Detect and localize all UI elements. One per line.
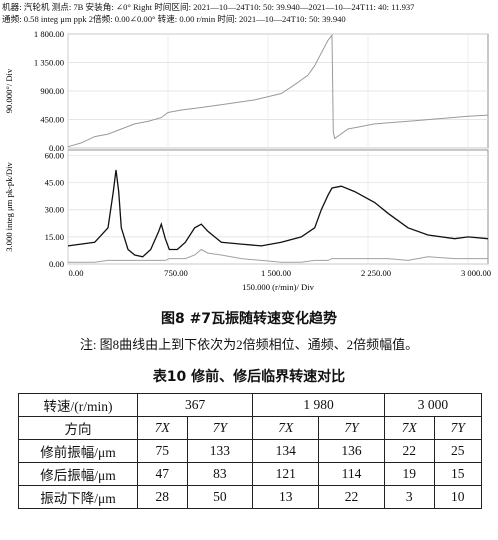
table-cell: 7Y [318,416,385,440]
table-cell: 83 [186,462,254,486]
header-line: 机器: 汽轮机 测点: 7B 安装角: ∠0° Right 时间区间: 2021… [2,2,415,12]
y-tick-label: 1 350.00 [34,58,64,68]
x-tick-label: 1 500.00 [261,268,291,278]
table-cell: 7X [252,416,320,440]
x-tick-label: 0.00 [68,268,83,278]
table-cell: 133 [186,439,254,463]
table-cell: 75 [137,439,188,463]
table-cell: 28 [137,485,188,509]
x-tick-label: 2 250.00 [361,268,391,278]
table-cell: 7X [137,416,188,440]
table-cell: 7X [383,416,435,440]
y-axis-title: 90.000°/ Div [4,68,14,113]
table-cell: 转速/(r/min) [18,393,138,417]
table-cell: 22 [318,485,385,509]
figure-caption: 图8 #7瓦振随转速变化趋势 [160,311,338,327]
y-tick-label: 30.00 [45,205,64,215]
x-tick-label: 750.00 [164,268,188,278]
table-cell: 7Y [433,416,483,440]
table-cell: 367 [136,393,254,417]
table-row: 修前振幅/μm 75 133 134 136 22 25 [18,439,483,463]
y-axis-title: 3.000 integ μm pk-pk/Div [4,162,14,252]
table-cell: 修前振幅/μm [18,439,138,463]
y-tick-label: 900.00 [40,86,64,96]
table-cell: 136 [318,439,385,463]
table-cell: 13 [252,485,320,509]
figure-note: 注: 图8曲线由上到下依次为2倍频相位、通频、2倍频幅值。 [79,337,419,352]
figure: 0.00 450.00 900.00 1 350.00 1 800.00 90.000°/… [4,29,491,292]
x-axis-title: 150.000 (r/min)/ Div [242,282,315,292]
table-title: 表10 修前、修后临界转速对比 [152,369,346,385]
table-cell: 3 [383,485,435,509]
table-cell: 114 [318,462,385,486]
table-cell: 1 980 [252,393,385,417]
table: 转速/(r/min) 367 1 980 3 000 方向 7X 7Y 7X 7Y 7X 7Y 修前振… [18,393,483,509]
header-line: 通频: 0.58 integ μm ppk 2倍频: 0.00∠0.00° 转速… [2,14,346,24]
data-line [67,169,489,258]
table-cell: 22 [383,439,435,463]
data-line [68,248,488,263]
table-cell: 47 [137,462,188,486]
table-cell: 方向 [18,416,138,440]
table-cell: 121 [252,462,320,486]
y-tick-label: 45.00 [45,178,64,188]
y-tick-label: 1 800.00 [34,29,64,39]
table-cell: 25 [433,439,483,463]
table-cell: 3 000 [383,393,483,417]
table-row: 方向 7X 7Y 7X 7Y 7X 7Y [18,416,483,440]
table-row: 修后振幅/μm 47 83 121 114 19 15 [18,462,483,486]
table-cell: 7Y [186,416,254,440]
table-cell: 15 [433,462,483,486]
table-cell: 50 [186,485,254,509]
table-cell: 振动下降/μm [18,485,138,509]
plot-frame [67,149,489,265]
table-cell: 134 [252,439,320,463]
y-tick-label: 60.00 [45,150,64,160]
table-cell: 19 [383,462,435,486]
table-cell: 10 [433,485,483,509]
x-tick-label: 3 000.00 [461,268,491,278]
y-tick-label: 0.00 [49,143,64,153]
y-tick-label: 0.00 [49,259,64,269]
table-row: 转速/(r/min) 367 1 980 3 000 [18,393,483,417]
data-line [67,33,489,148]
table-cell: 修后振幅/μm [18,462,138,486]
y-tick-label: 450.00 [40,115,64,125]
y-tick-label: 15.00 [45,232,64,242]
table-row: 振动下降/μm 28 50 13 22 3 10 [18,485,483,509]
